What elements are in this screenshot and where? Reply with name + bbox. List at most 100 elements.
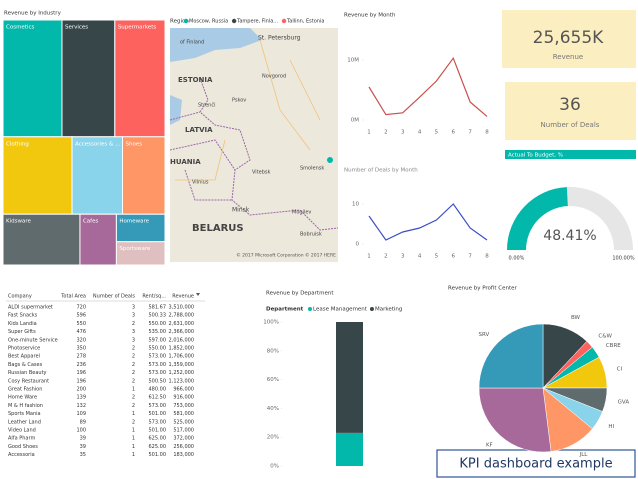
kpi-card [505,82,636,140]
table-cell: Bags & Cases [8,362,43,368]
gauge-label: 48.41% [543,228,596,244]
table-cell: 3 [132,313,135,319]
table-cell: 2 [132,321,135,327]
pie-label: CBRE [606,343,621,349]
table-cell: Super Gifts [8,329,36,335]
map-label: Strenči [198,102,215,109]
pie-label: CI [617,367,623,373]
gauge-tick-label: 100.00% [612,256,634,262]
kpi-label: Revenue [553,53,584,61]
table-cell: 525,000 [173,419,194,425]
caption: KPI dashboard example [459,457,612,472]
table-cell: 3 [132,329,135,335]
table-cell: 1 [132,436,135,442]
table-cell: 1 [132,428,135,434]
table-cell: 517,000 [173,428,194,434]
table-cell: 597.00 [149,337,167,343]
table-cell: 1,706,000 [169,354,194,360]
table-cell: Good Shoes [8,444,38,450]
table-cell: 500.50 [149,378,167,384]
table-cell: Alfa Pharm [8,436,35,442]
table-cell: Photoservice [8,346,40,352]
gauge-tick-label: 0.00% [509,256,525,262]
table-cell: Great Fashion [8,387,42,393]
table-cell: 612.50 [149,395,167,401]
table-cell: 476 [76,329,86,335]
legend-label: Moscow, Russia [189,19,228,25]
pie-label: SRV [478,332,489,338]
map-border [199,77,339,231]
map-label: LATVIA [185,126,213,134]
map-label: Pskov [232,98,246,104]
treemap-label: Cosmetics [6,25,35,31]
table-cell: 35 [80,452,86,458]
table-cell: 550.00 [149,321,167,327]
chart-title: Revenue by Department [266,291,334,297]
legend-swatch [308,307,312,311]
y-tick-label: 60% [267,377,279,383]
table-cell: 573.00 [149,419,167,425]
table-cell: Accessoria [8,452,35,458]
legend-label: Tallinn, Estonia [286,19,324,25]
treemap-label: Shoes [126,141,143,147]
table-cell: 550 [76,321,86,327]
map-label: Vitebsk [252,170,271,176]
table-cell: 109 [76,411,86,417]
treemap-label: Services [65,25,88,31]
kpi-label: Number of Deals [541,121,600,129]
gauge-value [507,187,568,250]
chart-title: Number of Deals by Month [344,168,418,174]
treemap-label: Homeware [119,219,149,225]
pie-label: KF [486,443,493,449]
table-cell: 1,252,000 [169,370,194,376]
map-label: Novgorod [262,74,286,80]
map-road [175,39,321,181]
gauge-title: Actual To Budget, % [508,153,563,159]
table-cell: 1,359,000 [169,362,194,368]
table-cell: 1,123,000 [169,378,194,384]
treemap-label: Clothing [6,141,29,147]
x-tick-label: 2 [384,130,388,136]
legend-swatch [369,307,374,311]
chart-title: Revenue by Profit Center [448,286,518,292]
x-tick-label: 4 [418,130,422,136]
table-cell: 139 [76,395,86,401]
y-tick-label: 0% [270,464,279,470]
table-cell: 550.00 [149,346,167,352]
x-tick-label: 1 [367,254,371,260]
pie-label: C&W [598,333,612,339]
table-cell: 625.00 [149,436,167,442]
map-label: BELARUS [192,223,244,234]
x-tick-label: 8 [485,254,489,260]
y-tick-label: 0 [356,242,360,248]
table-cell: 581,000 [173,411,194,417]
map-label: Mogilev [292,210,311,216]
legend-swatch [281,18,287,24]
x-tick-label: 1 [367,130,371,136]
table-cell: 573.00 [149,403,167,409]
kpi-value: 36 [559,95,581,115]
treemap-tile [2,136,73,215]
table-cell: 581.67 [149,305,167,311]
table-cell: One-minute Service [8,337,58,343]
table-cell: 2 [132,403,135,409]
table-cell: 3 [132,305,135,311]
map-land [170,28,338,262]
table-cell: 2,366,000 [169,329,194,335]
table-header: Number of Deals [93,294,135,300]
y-tick-label: 80% [267,348,279,354]
map-label: Smolensk [300,166,324,172]
treemap-tile [2,213,81,266]
line [368,203,488,241]
treemap-tile [114,19,166,138]
pie-slice [478,387,552,453]
table-cell: 3,510,000 [169,305,194,311]
x-tick-label: 3 [401,130,405,136]
table-cell: M & H fashion [8,403,43,409]
table-cell: 100 [76,428,86,434]
pie-label: GVA [618,400,630,406]
table-cell: Fast Snacks [8,313,38,319]
table-cell: 132 [76,403,86,409]
table-cell: 966,000 [173,387,194,393]
